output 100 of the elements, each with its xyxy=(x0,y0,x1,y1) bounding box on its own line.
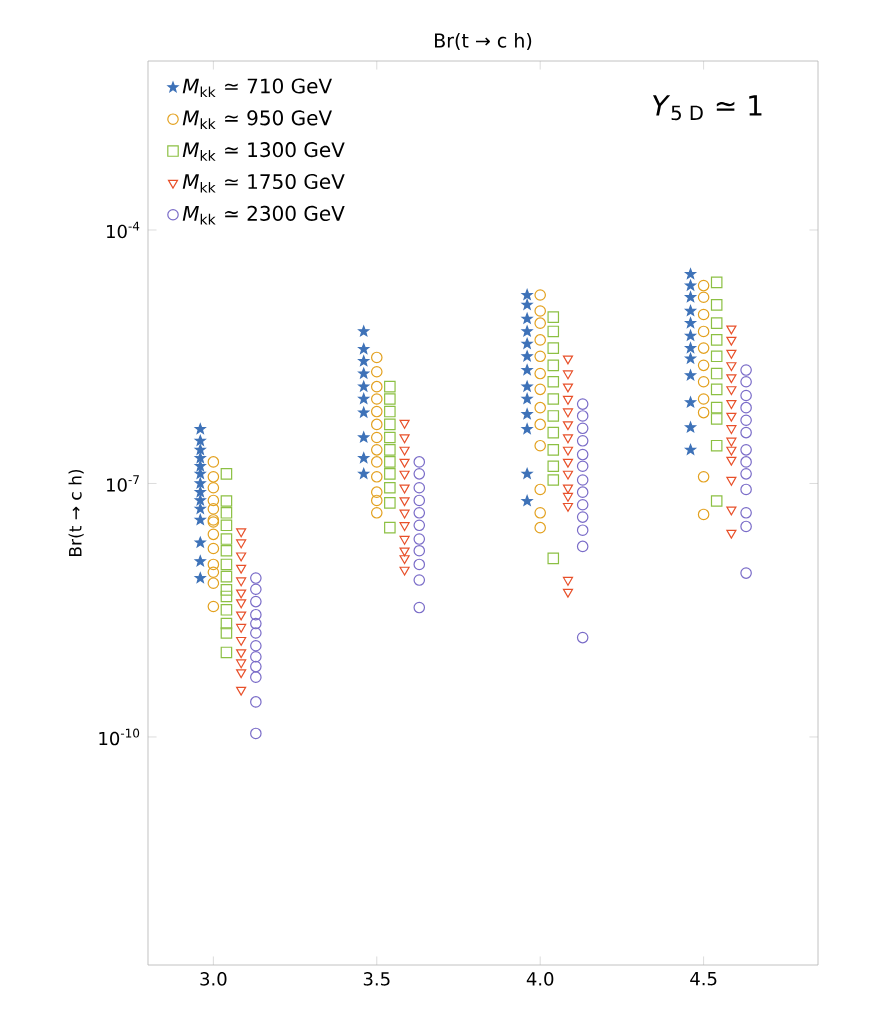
point xyxy=(562,370,574,380)
x-tick-label: 3.5 xyxy=(363,972,390,986)
point xyxy=(399,446,410,456)
point xyxy=(562,458,574,468)
point xyxy=(358,406,370,418)
point xyxy=(220,495,233,507)
point xyxy=(547,410,560,422)
point xyxy=(358,343,370,354)
point xyxy=(534,350,546,363)
point xyxy=(384,431,396,444)
point xyxy=(370,365,383,378)
point xyxy=(399,522,410,532)
point xyxy=(399,555,410,565)
point xyxy=(576,511,589,523)
point xyxy=(250,639,262,652)
point xyxy=(220,468,233,480)
legend-label: M$_{kk}$ ≃ 950 GeV xyxy=(182,110,332,129)
point xyxy=(413,519,426,532)
point xyxy=(220,533,233,545)
point xyxy=(562,588,574,598)
point xyxy=(576,448,589,461)
point xyxy=(194,434,206,446)
point xyxy=(697,279,710,292)
point xyxy=(220,627,233,639)
point xyxy=(236,659,247,669)
point xyxy=(534,439,546,452)
point xyxy=(576,398,589,410)
point xyxy=(562,434,574,444)
point xyxy=(370,506,383,519)
point xyxy=(547,426,560,439)
point xyxy=(534,334,546,346)
point xyxy=(685,291,697,303)
point xyxy=(740,414,752,427)
point xyxy=(384,521,396,534)
point xyxy=(194,503,206,514)
point xyxy=(250,660,262,673)
point xyxy=(370,444,383,456)
point xyxy=(236,528,247,538)
point xyxy=(399,470,410,480)
point xyxy=(726,529,737,539)
point xyxy=(194,444,206,455)
point xyxy=(358,393,370,404)
point xyxy=(521,393,533,404)
point xyxy=(384,380,396,393)
point xyxy=(236,599,247,609)
point xyxy=(194,494,206,506)
point xyxy=(413,456,426,468)
point xyxy=(370,380,383,393)
point xyxy=(697,508,710,521)
point xyxy=(562,492,574,502)
point xyxy=(194,477,206,489)
point xyxy=(547,460,560,473)
point xyxy=(399,458,410,468)
point xyxy=(236,623,247,633)
point xyxy=(685,268,697,279)
point xyxy=(236,669,247,679)
point xyxy=(250,608,262,621)
y-axis-title: Br(t → c h) xyxy=(68,469,84,556)
point xyxy=(207,470,220,483)
point xyxy=(726,446,737,456)
point xyxy=(547,359,560,372)
point xyxy=(220,590,233,603)
point xyxy=(384,418,396,431)
point xyxy=(726,362,737,372)
point xyxy=(576,410,589,422)
point xyxy=(685,279,697,291)
point xyxy=(547,393,560,405)
point xyxy=(576,631,589,644)
point xyxy=(740,567,752,579)
point xyxy=(547,552,560,565)
point xyxy=(220,603,233,616)
point xyxy=(710,350,723,363)
point xyxy=(250,650,262,663)
point xyxy=(685,369,697,381)
point xyxy=(576,498,589,511)
point xyxy=(413,468,426,480)
point xyxy=(697,342,710,354)
point xyxy=(236,564,247,574)
point xyxy=(207,558,220,571)
point xyxy=(740,364,752,376)
point xyxy=(576,460,589,473)
point xyxy=(562,408,574,418)
legend-label: M$_{kk}$ ≃ 2300 GeV xyxy=(182,205,345,225)
point xyxy=(521,325,533,337)
point xyxy=(726,400,737,410)
point xyxy=(685,444,697,455)
y-tick-label: 10$^{-4}$ xyxy=(107,221,140,239)
point xyxy=(250,595,262,608)
point xyxy=(236,552,247,562)
point xyxy=(521,289,533,300)
point xyxy=(358,325,370,337)
point xyxy=(250,572,262,584)
annotation: Y$_{5 D}$ ≃ 1 xyxy=(652,95,762,121)
point xyxy=(207,528,220,541)
point xyxy=(685,421,697,433)
point xyxy=(384,468,396,480)
point xyxy=(358,367,370,379)
point xyxy=(250,617,262,630)
point xyxy=(534,521,546,534)
point xyxy=(370,393,383,405)
